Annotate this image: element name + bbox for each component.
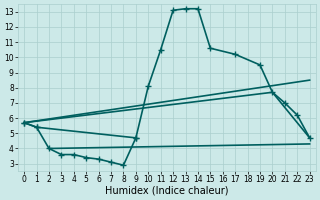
X-axis label: Humidex (Indice chaleur): Humidex (Indice chaleur): [105, 186, 229, 196]
